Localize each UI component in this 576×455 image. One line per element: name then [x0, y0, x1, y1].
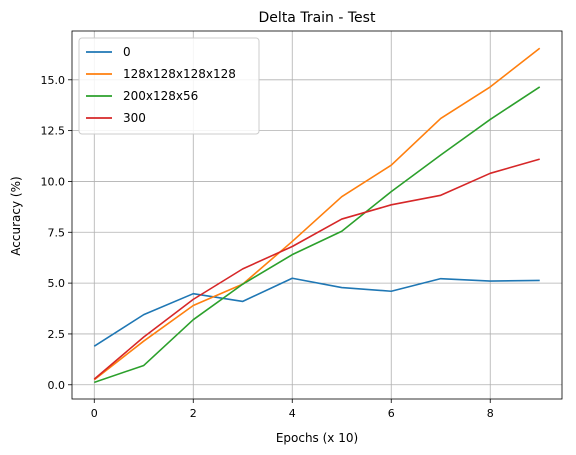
- y-tick-label: 5.0: [48, 277, 66, 290]
- x-tick-label: 4: [289, 407, 296, 420]
- chart-title: Delta Train - Test: [259, 10, 376, 26]
- x-axis-label: Epochs (x 10): [276, 431, 358, 445]
- y-tick-label: 7.5: [48, 226, 66, 239]
- series-line-300: [93, 158, 540, 380]
- y-tick-label: 2.5: [48, 328, 66, 341]
- legend-label: 128x128x128x128: [123, 67, 236, 81]
- y-axis-ticks: 0.0 2.5 5.0 7.5 10.0 12.5 15.0: [41, 74, 72, 392]
- x-axis-ticks: 0 2 4 6 8: [91, 399, 494, 420]
- legend-label: 200x128x56: [123, 89, 198, 103]
- legend-label: 0: [123, 45, 131, 59]
- x-tick-label: 6: [388, 407, 395, 420]
- y-tick-label: 0.0: [48, 379, 66, 392]
- series-lines: [93, 47, 541, 384]
- plot-frame: [71, 30, 563, 400]
- y-axis-label: Accuracy (%): [9, 176, 23, 255]
- legend: 0 128x128x128x128 200x128x56 300: [78, 37, 260, 135]
- y-tick-label: 10.0: [41, 175, 66, 188]
- y-tick-label: 12.5: [41, 125, 66, 138]
- x-tick-label: 2: [190, 407, 197, 420]
- series-line-200x128x56: [94, 86, 541, 384]
- x-tick-label: 0: [91, 407, 98, 420]
- y-tick-label: 15.0: [41, 74, 66, 87]
- legend-label: 300: [123, 111, 146, 125]
- legend-box: [78, 37, 260, 135]
- x-tick-label: 8: [487, 407, 494, 420]
- series-line-0: [93, 277, 540, 347]
- series-line-128x128x128x128: [93, 47, 541, 381]
